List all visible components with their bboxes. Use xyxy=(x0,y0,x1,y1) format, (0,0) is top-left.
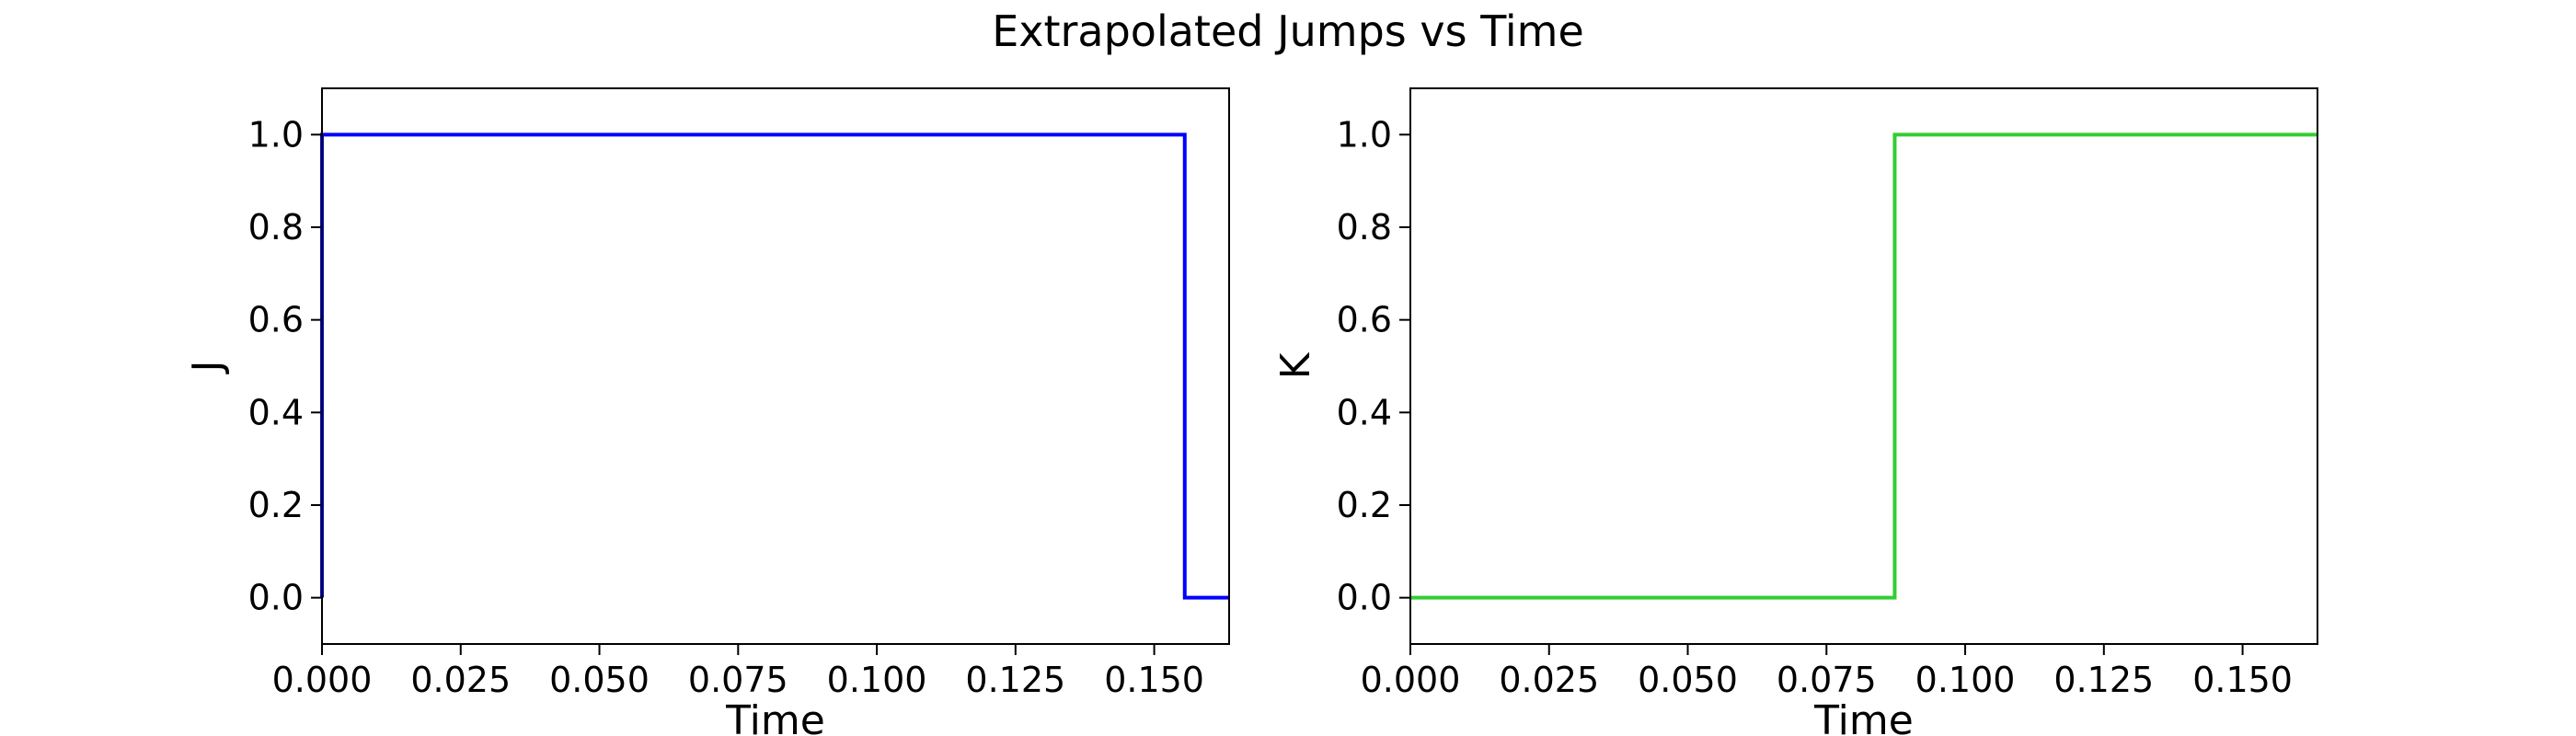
x-axis-label: Time xyxy=(725,697,825,736)
x-tick-label: 0.050 xyxy=(1638,660,1738,700)
x-tick-label: 0.000 xyxy=(1361,660,1461,700)
y-tick-label: 0.6 xyxy=(1337,300,1392,340)
y-tick-label: 0.6 xyxy=(248,300,304,340)
x-tick-label: 0.050 xyxy=(549,660,650,700)
y-tick-label: 0.8 xyxy=(1337,207,1392,247)
y-tick-label: 0.0 xyxy=(1337,578,1392,618)
figure-title: Extrapolated Jumps vs Time xyxy=(992,6,1584,56)
y-axis-label: J xyxy=(184,361,231,375)
x-tick-label: 0.100 xyxy=(827,660,927,700)
y-tick-label: 0.2 xyxy=(1337,485,1392,525)
x-tick-label: 0.075 xyxy=(1777,660,1877,700)
y-axis-label: K xyxy=(1272,351,1319,379)
x-tick-label: 0.150 xyxy=(2192,660,2293,700)
x-tick-label: 0.075 xyxy=(688,660,788,700)
series-line-0-0 xyxy=(320,132,1229,600)
x-tick-label: 0.150 xyxy=(1104,660,1204,700)
chart-panel-k: 0.000 0.025 0.050 0.075 0.100 0.125 0.150 0.0 0.… xyxy=(1272,87,2318,736)
y-tick-label: 0.4 xyxy=(248,392,304,432)
y-tick-label: 1.0 xyxy=(248,114,304,155)
y-tick-label: 0.4 xyxy=(1337,392,1392,432)
axes-frame xyxy=(1409,87,2318,645)
x-tick-label: 0.125 xyxy=(2053,660,2154,700)
x-axis-label: Time xyxy=(1813,697,1914,736)
x-tick-label: 0.000 xyxy=(272,660,373,700)
y-tick-label: 1.0 xyxy=(1337,114,1392,155)
axes-frame xyxy=(321,87,1230,645)
x-tick-label: 0.025 xyxy=(1499,660,1599,700)
x-tick-label: 0.025 xyxy=(410,660,511,700)
x-tick-label: 0.100 xyxy=(1915,660,2016,700)
series-line-1-0 xyxy=(1410,132,2317,600)
y-tick-label: 0.8 xyxy=(248,207,304,247)
chart-panel-j: 0.000 0.025 0.050 0.075 0.100 0.125 0.150 0.0 0.… xyxy=(184,87,1230,736)
x-tick-label: 0.125 xyxy=(965,660,1065,700)
y-tick-label: 0.2 xyxy=(248,485,304,525)
y-tick-label: 0.0 xyxy=(248,578,304,618)
